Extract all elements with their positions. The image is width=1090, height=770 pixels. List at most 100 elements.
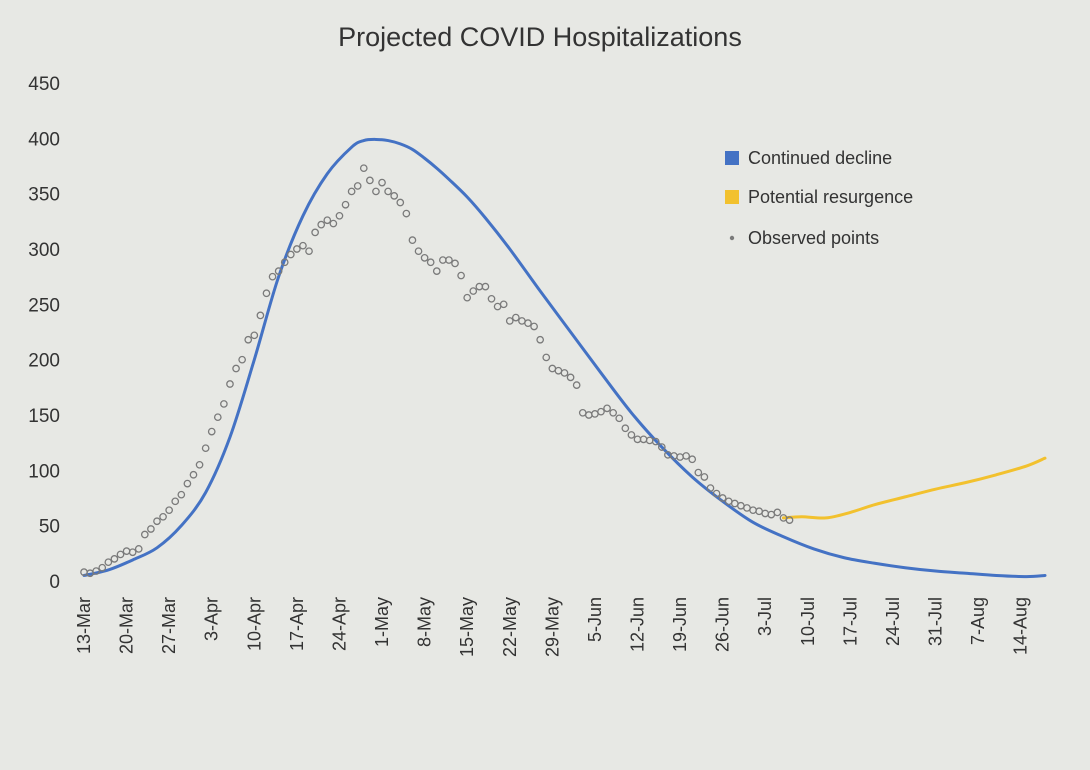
x-tick-label: 10-Apr xyxy=(244,597,264,651)
observed-point xyxy=(353,182,362,190)
observed-point xyxy=(615,414,624,423)
observed-point xyxy=(481,282,490,291)
observed-point xyxy=(426,258,435,267)
observed-point xyxy=(250,331,259,340)
legend-item-observed-points: Observed points xyxy=(729,228,879,248)
y-tick-label: 300 xyxy=(28,240,60,261)
series-line-continued-decline xyxy=(82,137,1047,579)
observed-point xyxy=(128,548,137,557)
x-tick-label: 22-May xyxy=(500,597,520,657)
observed-point xyxy=(274,267,283,275)
x-tick-label: 29-May xyxy=(542,597,562,657)
observed-point xyxy=(122,547,131,555)
observed-point xyxy=(220,400,228,408)
observed-point xyxy=(712,489,721,498)
observed-point xyxy=(536,335,545,344)
observed-point xyxy=(238,355,246,364)
observed-point xyxy=(694,468,703,477)
observed-point xyxy=(682,452,691,460)
observed-point xyxy=(372,187,380,196)
observed-point xyxy=(621,424,630,433)
x-tick-label: 17-Apr xyxy=(287,597,307,651)
observed-point xyxy=(341,200,350,209)
x-tick-label: 14-Aug xyxy=(1011,597,1031,655)
observed-point xyxy=(226,380,234,388)
observed-point xyxy=(518,317,526,325)
legend-label-continued-decline: Continued decline xyxy=(748,148,892,168)
x-tick-label: 10-Jul xyxy=(798,597,818,646)
observed-point xyxy=(627,431,636,439)
observed-point xyxy=(718,494,727,502)
x-tick-label: 7-Aug xyxy=(968,597,988,645)
observed-point xyxy=(207,427,216,436)
observed-point xyxy=(189,470,198,479)
observed-point xyxy=(390,192,399,200)
observed-point xyxy=(706,484,715,492)
observed-point xyxy=(414,247,423,256)
observed-point xyxy=(432,267,441,275)
observed-point xyxy=(505,317,514,325)
y-tick-label: 50 xyxy=(39,517,60,538)
observed-point xyxy=(317,220,326,229)
observed-point xyxy=(609,408,618,417)
observed-point xyxy=(384,187,392,196)
observed-point xyxy=(104,558,113,567)
observed-point xyxy=(755,507,763,516)
observed-point xyxy=(542,353,551,362)
observed-point xyxy=(359,164,368,173)
observed-point xyxy=(262,289,271,298)
x-axis: 13-Mar 20-Mar 27-Mar 3-Apr 10-Apr 17-Apr 24-Ap… xyxy=(74,597,1031,657)
x-tick-label: 3-Apr xyxy=(202,597,222,641)
observed-point xyxy=(445,256,453,264)
observed-point xyxy=(299,241,307,250)
observed-point xyxy=(688,455,697,464)
observed-point xyxy=(584,411,593,419)
x-tick-label: 26-Jun xyxy=(713,597,733,652)
observed-point xyxy=(134,545,143,553)
x-tick-label: 13-Mar xyxy=(74,597,94,654)
observed-point xyxy=(700,473,709,481)
x-tick-label: 8-May xyxy=(415,597,435,647)
observed-point xyxy=(730,499,739,508)
observed-point xyxy=(378,178,386,187)
chart-title: Projected COVID Hospitalizations xyxy=(338,22,742,52)
observed-point xyxy=(511,313,520,322)
observed-point xyxy=(147,525,155,533)
observed-point xyxy=(645,436,654,445)
observed-point xyxy=(116,550,125,559)
observed-point xyxy=(92,567,101,575)
observed-point xyxy=(457,271,465,280)
x-tick-label: 19-Jun xyxy=(670,597,690,652)
legend-swatch-observed-points xyxy=(729,235,735,241)
observed-point xyxy=(657,443,666,451)
observed-point xyxy=(244,335,253,344)
observed-point xyxy=(268,272,277,281)
observed-point xyxy=(347,187,356,196)
observed-point xyxy=(183,479,192,488)
observed-point xyxy=(366,176,374,185)
observed-point xyxy=(201,444,210,453)
y-tick-label: 400 xyxy=(28,129,60,150)
observed-point xyxy=(676,453,684,461)
observed-point xyxy=(524,319,532,327)
legend-label-potential-resurgence: Potential resurgence xyxy=(748,187,913,207)
x-tick-label: 15-May xyxy=(457,597,477,657)
observed-point xyxy=(597,407,605,416)
observed-point xyxy=(98,563,107,572)
x-tick-label: 31-Jul xyxy=(926,597,946,646)
x-tick-label: 20-Mar xyxy=(117,597,137,654)
observed-point xyxy=(177,490,186,499)
observed-point xyxy=(408,236,417,244)
observed-point xyxy=(335,211,344,220)
series-layer xyxy=(82,137,1047,579)
observed-point xyxy=(232,364,240,373)
observed-point xyxy=(293,245,301,253)
observed-point xyxy=(110,555,119,563)
observed-point xyxy=(438,256,447,264)
x-tick-label: 24-Jul xyxy=(883,597,903,646)
observed-point xyxy=(463,293,472,302)
legend-swatch-continued-decline xyxy=(725,151,739,165)
observed-point xyxy=(785,516,794,524)
